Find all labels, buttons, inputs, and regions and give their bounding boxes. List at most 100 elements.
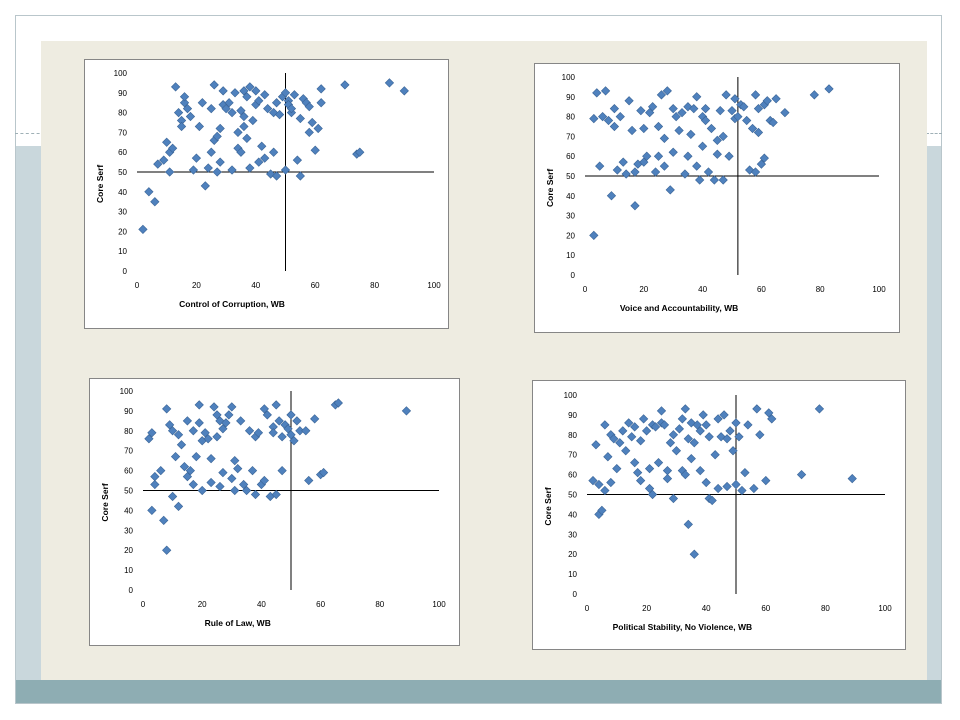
data-point [697,141,708,151]
data-point [737,485,747,496]
data-point [295,171,305,181]
y-tick-label: 80 [568,431,577,440]
y-tick-label: 10 [566,251,575,260]
data-point [239,479,249,490]
x-tick-label: 0 [141,600,146,609]
data-point [653,151,664,161]
data-point [292,416,302,426]
y-axis-title: Core Serf [543,487,553,525]
data-point [182,471,193,482]
x-tick-label: 0 [135,281,140,290]
data-point [759,153,769,163]
data-point [814,404,825,414]
data-point [700,115,711,126]
data-point [150,471,160,482]
y-tick-label: 0 [129,586,134,595]
divider-left [15,133,45,134]
data-point [847,473,857,484]
data-point [191,153,202,163]
data-point [627,125,637,136]
data-point [636,475,646,486]
data-point [162,137,172,147]
data-point [301,426,311,436]
data-point [674,125,684,136]
chart-panel-voice: 0 10 20 30 40 50 60 70 80 90 100 0 20 40 60 80 100 Voice … [534,63,900,333]
data-point [179,461,190,472]
slide-frame [15,15,942,704]
data-point [230,456,240,466]
data-point [659,161,670,171]
x-tick-label: 20 [192,281,201,290]
y-tick-label: 50 [118,168,127,177]
data-point [173,430,184,440]
data-point [612,165,622,175]
data-point [194,400,204,410]
x-tick-label: 40 [251,281,260,290]
data-point [689,104,699,114]
data-point [179,98,190,108]
data-point [597,505,607,516]
y-tick-label: 50 [566,172,575,181]
y-tick-label: 100 [562,73,576,82]
data-point [197,485,207,496]
data-point [656,90,667,100]
data-point [260,90,270,100]
data-point [194,121,204,132]
data-point [743,420,753,430]
data-point [727,106,737,116]
chart-panel-rule-of-law: 0 10 20 30 40 50 60 70 80 90 100 0 20 40 60 80 100 Rule o… [89,378,460,646]
data-point [384,78,395,88]
data-point [692,92,702,102]
data-point [257,141,267,151]
data-point [753,127,764,138]
data-point [250,489,261,500]
x-tick-label: 60 [311,281,320,290]
data-point [612,464,622,474]
data-point [731,418,741,428]
data-point [659,133,670,144]
data-point [206,147,216,157]
data-point [701,420,711,430]
y-tick-label: 90 [566,93,575,102]
data-point [138,224,148,235]
data-point [749,483,759,494]
data-point [271,171,282,181]
data-point [182,416,193,426]
data-point [224,98,234,108]
data-point [316,98,326,108]
y-tick-label: 90 [124,407,133,416]
y-tick-label: 20 [124,546,133,555]
data-point [609,121,620,132]
data-point [176,440,187,450]
y-tick-label: 100 [114,69,128,78]
y-tick-label: 70 [566,132,575,141]
data-point [274,109,285,120]
data-point [254,157,264,167]
data-point [239,121,249,132]
data-point [709,175,719,185]
data-point [259,475,269,486]
data-point [624,96,634,106]
data-point [796,469,807,480]
y-tick-label: 40 [124,506,133,515]
data-point [606,477,616,488]
data-point [259,404,269,414]
data-point [271,400,281,410]
data-point [165,420,175,430]
data-point [218,467,228,478]
data-point [606,191,617,201]
data-point [636,436,646,446]
data-point [665,438,676,448]
data-point [603,452,613,462]
data-point [401,406,412,416]
data-point [718,175,728,185]
y-tick-label: 100 [120,387,134,396]
data-point [248,115,258,126]
y-tick-label: 80 [124,427,133,436]
data-point [239,86,249,96]
divider-right [926,133,942,134]
data-point [340,80,350,90]
data-point [206,454,216,464]
data-point [591,440,601,450]
data-point [668,430,679,440]
